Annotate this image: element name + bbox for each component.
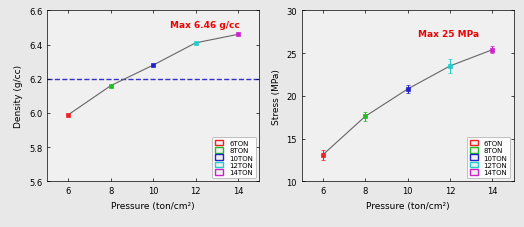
Text: Max 25 MPa: Max 25 MPa xyxy=(418,30,479,39)
Y-axis label: Density (g/cc): Density (g/cc) xyxy=(14,65,24,128)
Legend: 6TON, 8TON, 10TON, 12TON, 14TON: 6TON, 8TON, 10TON, 12TON, 14TON xyxy=(467,137,510,178)
X-axis label: Pressure (ton/cm²): Pressure (ton/cm²) xyxy=(111,201,195,210)
X-axis label: Pressure (ton/cm²): Pressure (ton/cm²) xyxy=(366,201,450,210)
Text: Max 6.46 g/cc: Max 6.46 g/cc xyxy=(170,21,240,30)
Legend: 6TON, 8TON, 10TON, 12TON, 14TON: 6TON, 8TON, 10TON, 12TON, 14TON xyxy=(212,137,256,178)
Y-axis label: Stress (MPa): Stress (MPa) xyxy=(271,69,280,124)
